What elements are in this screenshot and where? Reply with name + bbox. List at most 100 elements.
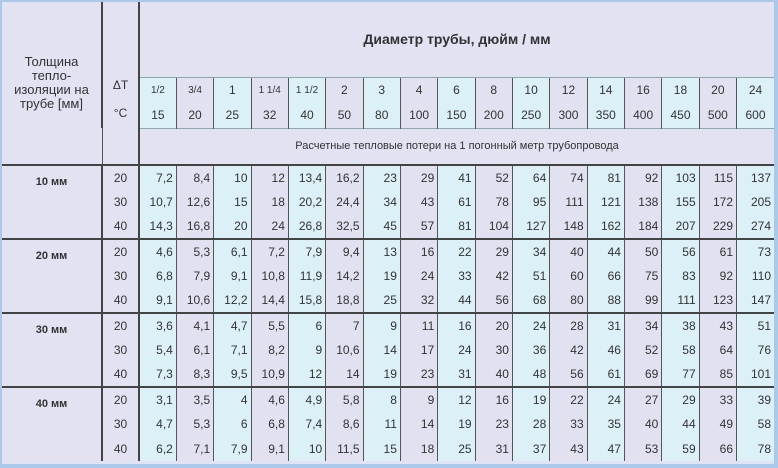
heat-loss-cell: 43 — [549, 436, 588, 461]
heat-loss-cell: 50 — [623, 238, 662, 264]
delta-t-value: 20 — [101, 386, 139, 412]
heat-loss-cell: 61 — [698, 238, 737, 264]
heat-loss-cell: 99 — [623, 288, 662, 313]
heat-loss-cell: 95 — [511, 190, 550, 214]
heat-loss-cell: 16 — [437, 312, 476, 338]
heat-loss-cell: 14,2 — [325, 264, 364, 288]
heat-loss-cell: 19 — [437, 412, 476, 436]
heat-loss-cell: 9,1 — [250, 436, 289, 461]
heat-loss-cell: 184 — [623, 214, 662, 239]
heat-loss-cell: 123 — [698, 288, 737, 313]
heat-loss-cell: 43 — [698, 312, 737, 338]
heat-loss-cell: 51 — [736, 312, 774, 338]
heat-loss-cell: 60 — [549, 264, 588, 288]
diameter-mm-10: 250 — [511, 103, 550, 128]
heat-loss-cell: 33 — [437, 264, 476, 288]
heat-loss-cell: 9 — [287, 338, 326, 362]
heat-loss-cell: 59 — [661, 436, 700, 461]
heat-loss-cell: 92 — [623, 164, 662, 190]
heat-loss-cell: 3,5 — [175, 386, 214, 412]
heat-loss-cell: 14 — [399, 412, 438, 436]
heat-loss-cell: 6,2 — [137, 436, 177, 461]
heat-loss-cell: 207 — [661, 214, 700, 239]
heat-loss-cell: 19 — [362, 362, 401, 387]
heat-loss-cell: 40 — [549, 238, 588, 264]
heat-loss-cell: 74 — [549, 164, 588, 190]
heat-loss-cell: 5,8 — [325, 386, 364, 412]
heat-loss-cell: 64 — [511, 164, 550, 190]
delta-t-value: 40 — [101, 436, 139, 461]
heat-loss-cell: 25 — [362, 288, 401, 313]
heat-loss-cell: 13,4 — [287, 164, 326, 190]
heat-loss-cell: 10 — [287, 436, 326, 461]
heat-loss-cell: 20,2 — [287, 190, 326, 214]
table-row: 40 7,3 8,3 9,5 10,9 12 14 19 23 31 40 48 56 61 69 77 85 1… — [2, 362, 774, 387]
heat-loss-cell: 13 — [362, 238, 401, 264]
heat-loss-cell: 17 — [399, 338, 438, 362]
diameter-mm-14: 450 — [661, 103, 700, 128]
heat-loss-cell: 6,1 — [213, 238, 252, 264]
heat-loss-cell: 10,6 — [325, 338, 364, 362]
heat-loss-cell: 6,1 — [175, 338, 214, 362]
heat-loss-cell: 162 — [586, 214, 625, 239]
delta-t-spacer — [101, 128, 139, 165]
heat-loss-cell: 5,3 — [175, 412, 214, 436]
heat-loss-cell: 34 — [623, 312, 662, 338]
heat-loss-cell: 73 — [736, 238, 774, 264]
heat-loss-table-frame: Толщина тепло- изоляции на трубе [мм] ΔT… — [2, 2, 774, 464]
heat-loss-cell: 7,9 — [175, 264, 214, 288]
heat-loss-cell: 15,8 — [287, 288, 326, 313]
delta-t-unit: °C — [113, 106, 128, 120]
heat-loss-cell: 29 — [399, 164, 438, 190]
heat-loss-cell: 7,9 — [287, 238, 326, 264]
heat-loss-cell: 29 — [474, 238, 513, 264]
heat-loss-cell: 10,8 — [250, 264, 289, 288]
diameter-inch-2: 1 — [213, 77, 252, 103]
heat-loss-cell: 138 — [623, 190, 662, 214]
diameter-mm-7: 100 — [399, 103, 438, 128]
heat-loss-cell: 7,3 — [137, 362, 177, 387]
heat-loss-cell: 14 — [362, 338, 401, 362]
heat-loss-cell: 8,6 — [325, 412, 364, 436]
heat-loss-cell: 6 — [213, 412, 252, 436]
heat-loss-cell: 7,2 — [137, 164, 177, 190]
heat-loss-cell: 24 — [586, 386, 625, 412]
delta-t-value: 20 — [101, 238, 139, 264]
heat-loss-cell: 148 — [549, 214, 588, 239]
table-row: 30 4,7 5,3 6 6,8 7,4 8,6 11 14 19 23 28 33 35 40 44 49 58 — [2, 412, 774, 436]
delta-t-value: 30 — [101, 264, 139, 288]
heat-loss-cell: 274 — [736, 214, 774, 239]
heat-loss-cell: 16 — [399, 238, 438, 264]
heat-loss-cell: 137 — [736, 164, 774, 190]
heat-loss-cell: 39 — [736, 386, 774, 412]
heat-loss-cell: 4,7 — [137, 412, 177, 436]
heat-loss-cell: 104 — [474, 214, 513, 239]
heat-loss-cell: 81 — [586, 164, 625, 190]
delta-t-label: ΔT — [112, 78, 129, 92]
thickness-group-label: 20 мм — [2, 238, 102, 313]
heat-loss-cell: 7,4 — [287, 412, 326, 436]
heat-loss-cell: 4,6 — [137, 238, 177, 264]
heat-loss-cell: 61 — [437, 190, 476, 214]
table-row: 40 6,2 7,1 7,9 9,1 10 11,5 15 18 25 31 37 43 47 53 59 66… — [2, 436, 774, 461]
diameter-inch-12: 14 — [586, 77, 625, 103]
heat-loss-cell: 35 — [586, 412, 625, 436]
heat-loss-cell: 24 — [250, 214, 289, 239]
diameter-inch-0: 1/2 — [137, 77, 177, 103]
heat-loss-cell: 24,4 — [325, 190, 364, 214]
diameter-mm-8: 150 — [437, 103, 476, 128]
heat-loss-cell: 20 — [213, 214, 252, 239]
heat-loss-cell: 32 — [399, 288, 438, 313]
thickness-group-label: 40 мм — [2, 386, 102, 461]
table-row: 30 10,7 12,6 15 18 20,2 24,4 34 43 61 78 95 111 121 13… — [2, 190, 774, 214]
heat-loss-cell: 66 — [586, 264, 625, 288]
heat-loss-cell: 23 — [474, 412, 513, 436]
diameter-mm-9: 200 — [474, 103, 513, 128]
heat-loss-cell: 6 — [287, 312, 326, 338]
heat-loss-cell: 15 — [362, 436, 401, 461]
heat-loss-cell: 44 — [661, 412, 700, 436]
heat-loss-cell: 4,9 — [287, 386, 326, 412]
heat-loss-cell: 12 — [437, 386, 476, 412]
diameter-mm-2: 25 — [213, 103, 252, 128]
heat-loss-cell: 19 — [511, 386, 550, 412]
